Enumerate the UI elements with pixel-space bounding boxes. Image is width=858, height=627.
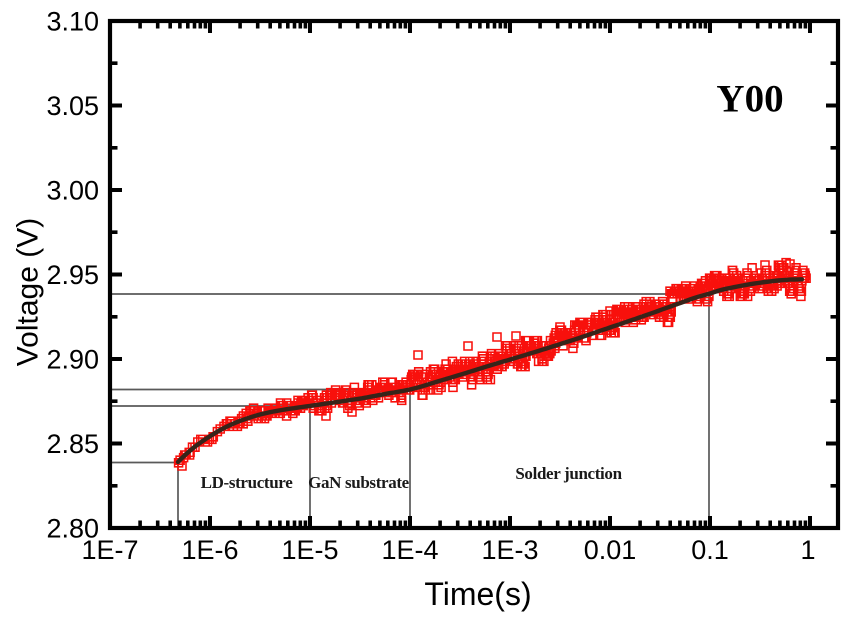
svg-text:Time(s): Time(s) — [424, 576, 531, 612]
svg-text:LD-structure: LD-structure — [201, 473, 294, 492]
svg-text:3.00: 3.00 — [46, 176, 99, 206]
svg-text:1E-4: 1E-4 — [381, 535, 438, 565]
svg-text:2.95: 2.95 — [46, 260, 99, 290]
svg-text:0.01: 0.01 — [584, 535, 637, 565]
svg-text:1E-5: 1E-5 — [281, 535, 338, 565]
svg-text:2.90: 2.90 — [46, 345, 99, 375]
svg-text:2.85: 2.85 — [46, 429, 99, 459]
svg-text:1: 1 — [800, 535, 815, 565]
svg-text:GaN substrate: GaN substrate — [308, 473, 410, 492]
svg-text:1E-7: 1E-7 — [81, 535, 138, 565]
svg-text:2.80: 2.80 — [46, 514, 99, 544]
svg-text:Solder junction: Solder junction — [515, 464, 622, 483]
svg-text:1E-3: 1E-3 — [481, 535, 538, 565]
svg-text:3.05: 3.05 — [46, 91, 99, 121]
svg-text:0.1: 0.1 — [691, 535, 729, 565]
svg-text:Y00: Y00 — [716, 78, 783, 121]
svg-text:3.10: 3.10 — [46, 7, 99, 37]
svg-text:Voltage (V): Voltage (V) — [12, 218, 45, 366]
svg-text:1E-6: 1E-6 — [181, 535, 238, 565]
